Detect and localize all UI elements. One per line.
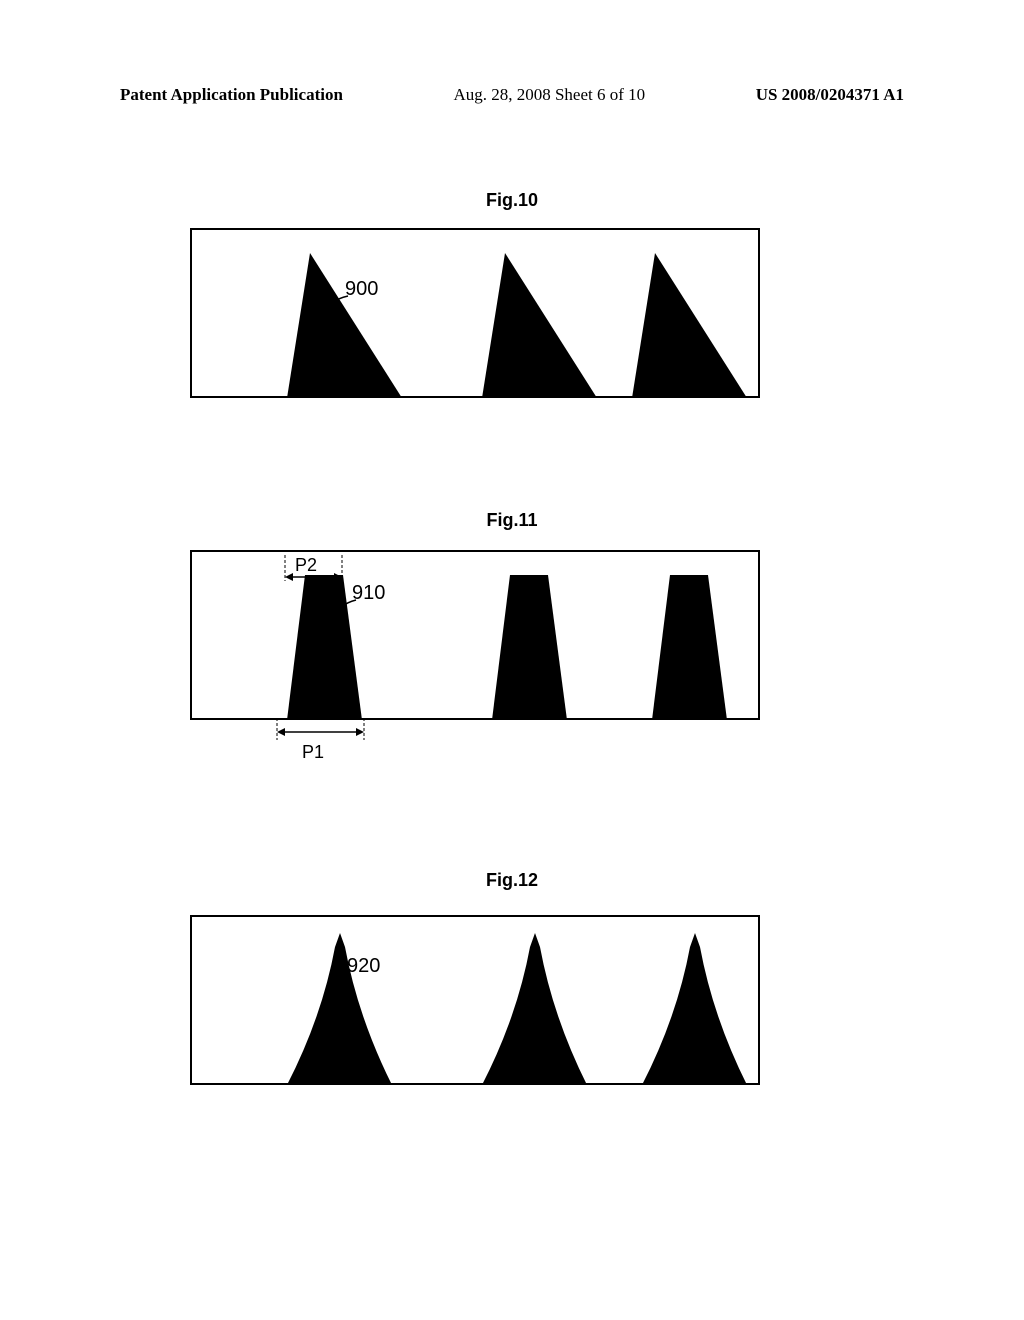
page-header: Patent Application Publication Aug. 28, … bbox=[0, 85, 1024, 105]
fig12-shapes bbox=[192, 917, 758, 1083]
fig11-label: Fig.11 bbox=[486, 510, 537, 531]
fig10-triangle-1 bbox=[287, 253, 402, 398]
fig12-ref-number: 920 bbox=[347, 955, 380, 978]
fig11-shapes bbox=[192, 552, 758, 718]
fig12-spike-2 bbox=[482, 933, 587, 1085]
fig10-ref-number: 900 bbox=[345, 278, 378, 301]
fig12-spike-3 bbox=[642, 933, 747, 1085]
fig10-shapes bbox=[192, 230, 758, 396]
fig10-label: Fig.10 bbox=[486, 190, 538, 211]
fig12-label: Fig.12 bbox=[486, 870, 538, 891]
fig11-trapezoid-2 bbox=[492, 575, 567, 720]
fig11-box bbox=[190, 550, 760, 720]
fig12-ref-line bbox=[324, 970, 352, 995]
fig10-triangle-2 bbox=[482, 253, 597, 398]
header-patent-number: US 2008/0204371 A1 bbox=[756, 85, 904, 105]
fig11-ref-line bbox=[330, 596, 358, 621]
fig11-p1-label: P1 bbox=[302, 742, 324, 763]
fig10-ref-line bbox=[320, 292, 350, 317]
header-publication-label: Patent Application Publication bbox=[120, 85, 343, 105]
fig11-trapezoid-3 bbox=[652, 575, 727, 720]
fig11-p2-arrow bbox=[284, 555, 346, 581]
header-date-sheet: Aug. 28, 2008 Sheet 6 of 10 bbox=[453, 85, 645, 105]
fig10-box bbox=[190, 228, 760, 398]
fig11-p1-arrow bbox=[276, 718, 368, 740]
fig12-box bbox=[190, 915, 760, 1085]
fig10-triangle-3 bbox=[632, 253, 747, 398]
